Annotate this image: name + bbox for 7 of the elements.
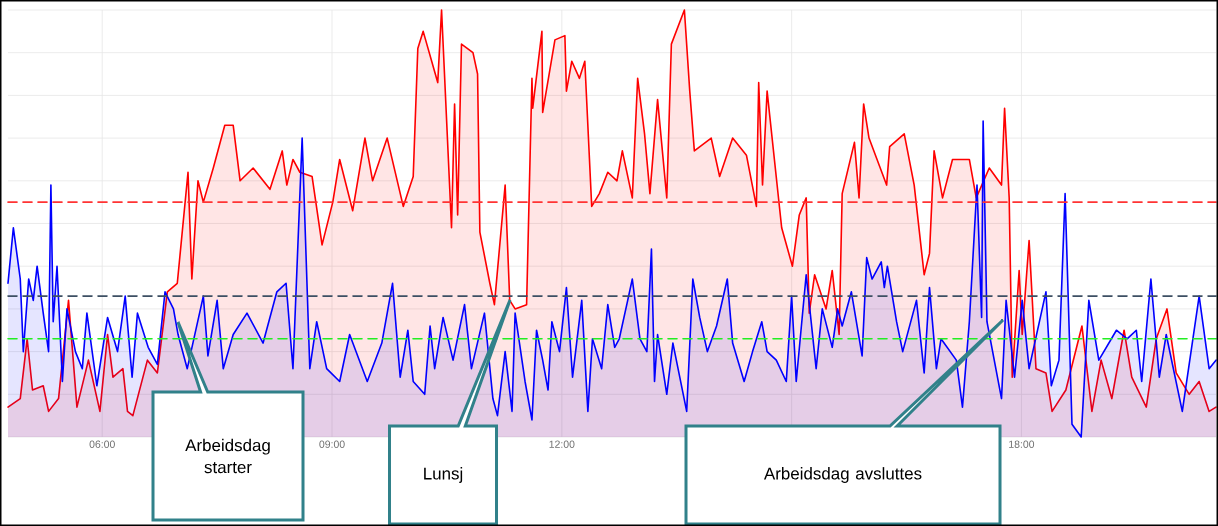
text: Arbeidsdag avsluttes <box>763 467 922 483</box>
x-tick-label: 12:00 <box>549 440 575 448</box>
x-tick-label: 18:00 <box>1009 440 1035 448</box>
x-tick-label: 09:00 <box>319 440 345 448</box>
text: Lunsj <box>424 467 463 483</box>
text: Arbeidsdag starter <box>185 438 270 474</box>
x-tick-label: 06:00 <box>89 440 115 448</box>
